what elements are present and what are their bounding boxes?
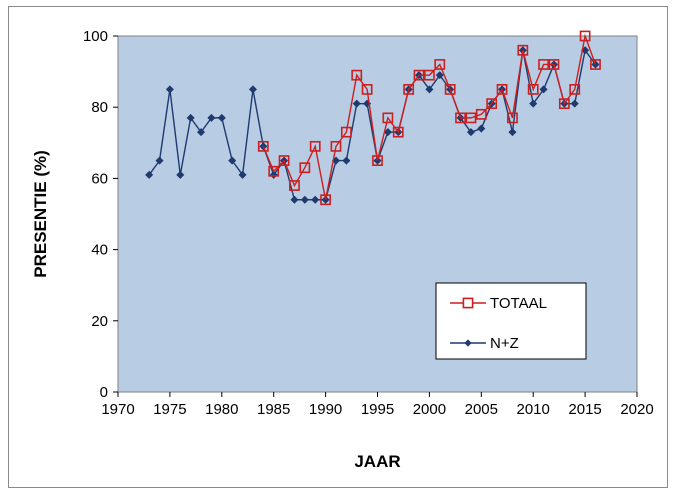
data-point: [361, 84, 373, 95]
data-point: [538, 59, 549, 70]
data-point: [579, 30, 591, 42]
x-tick-label: 1970: [101, 401, 134, 418]
legend: TOTAAL N+Z: [435, 282, 587, 360]
legend-item-totaal: TOTAAL: [450, 295, 547, 312]
x-tick-label: 2015: [568, 401, 601, 418]
data-point: [372, 155, 383, 166]
legend-box: [435, 282, 587, 360]
legend-label: N+Z: [490, 335, 519, 352]
x-tick-label: 1985: [257, 401, 290, 418]
y-tick-label: 60: [91, 170, 108, 187]
data-point: [486, 98, 498, 110]
data-point: [539, 85, 548, 94]
y-axis-title: PRESENTIE (%): [31, 150, 50, 278]
data-point: [351, 69, 363, 81]
data-point: [434, 59, 446, 70]
data-point: [569, 84, 581, 95]
data-point: [238, 170, 247, 179]
data-point: [207, 113, 216, 122]
data-point: [145, 170, 154, 179]
data-point: [507, 112, 518, 124]
x-tick-label: 1975: [153, 401, 186, 418]
x-tick-label: 1980: [205, 401, 238, 418]
data-point: [186, 113, 195, 122]
legend-label: TOTAAL: [490, 295, 547, 312]
data-point: [290, 195, 299, 204]
data-point: [517, 44, 529, 56]
data-point: [330, 140, 342, 152]
data-point: [508, 128, 517, 137]
data-point: [403, 84, 415, 95]
data-point: [477, 124, 486, 133]
data-point: [340, 126, 352, 138]
data-point: [248, 85, 257, 94]
data-point: [465, 112, 477, 124]
x-axis-ticks: 1970 1975 1980 1985 1990 1995 2000 2005 2010 2015…: [101, 392, 654, 418]
data-point: [558, 98, 570, 110]
data-point: [155, 156, 164, 165]
data-point: [425, 85, 434, 94]
data-point: [529, 99, 538, 108]
data-point: [475, 108, 487, 120]
data-point: [392, 126, 404, 138]
y-tick-label: 100: [83, 28, 108, 45]
data-point: [257, 140, 269, 152]
data-point: [413, 69, 425, 81]
data-point: [300, 195, 309, 204]
series-line: [262, 33, 597, 200]
x-tick-label: 2000: [413, 401, 446, 418]
data-point: [320, 194, 331, 206]
data-point: [268, 165, 280, 177]
data-point: [466, 128, 475, 137]
data-point: [382, 112, 394, 124]
legend-items: TOTAAL N+Z: [450, 295, 547, 352]
x-tick-label: 1995: [361, 401, 394, 418]
data-point: [570, 99, 579, 108]
series-layer: [145, 30, 601, 206]
data-point: [309, 140, 321, 152]
data-point: [176, 170, 185, 179]
data-point: [197, 128, 206, 137]
data-point: [217, 113, 226, 122]
data-point: [352, 99, 361, 108]
y-tick-label: 20: [91, 313, 108, 330]
legend-marker: [462, 297, 474, 309]
data-point: [496, 84, 508, 95]
data-point: [435, 71, 444, 80]
series-totaal: [257, 30, 601, 206]
data-point: [278, 155, 290, 166]
data-point: [289, 180, 300, 191]
data-point: [311, 195, 320, 204]
data-point: [342, 156, 351, 165]
data-point: [548, 59, 560, 70]
x-tick-label: 2010: [517, 401, 550, 418]
data-point: [165, 85, 174, 94]
data-point: [228, 156, 237, 165]
y-tick-label: 0: [100, 384, 108, 401]
data-point: [383, 128, 392, 137]
y-axis-ticks: 0 20 40 60 80 100: [83, 28, 118, 401]
legend-item-n-z: N+Z: [450, 335, 519, 352]
data-point: [444, 84, 456, 95]
x-tick-label: 1990: [309, 401, 342, 418]
x-tick-label: 2005: [465, 401, 498, 418]
legend-marker: [464, 339, 472, 347]
x-axis-title: JAAR: [354, 452, 400, 471]
y-tick-label: 40: [91, 242, 108, 259]
x-tick-label: 2020: [620, 401, 653, 418]
data-point: [590, 59, 601, 70]
data-point: [455, 112, 466, 124]
data-point: [527, 84, 539, 95]
y-tick-label: 80: [91, 99, 108, 116]
data-point: [423, 69, 435, 81]
data-point: [299, 162, 311, 174]
